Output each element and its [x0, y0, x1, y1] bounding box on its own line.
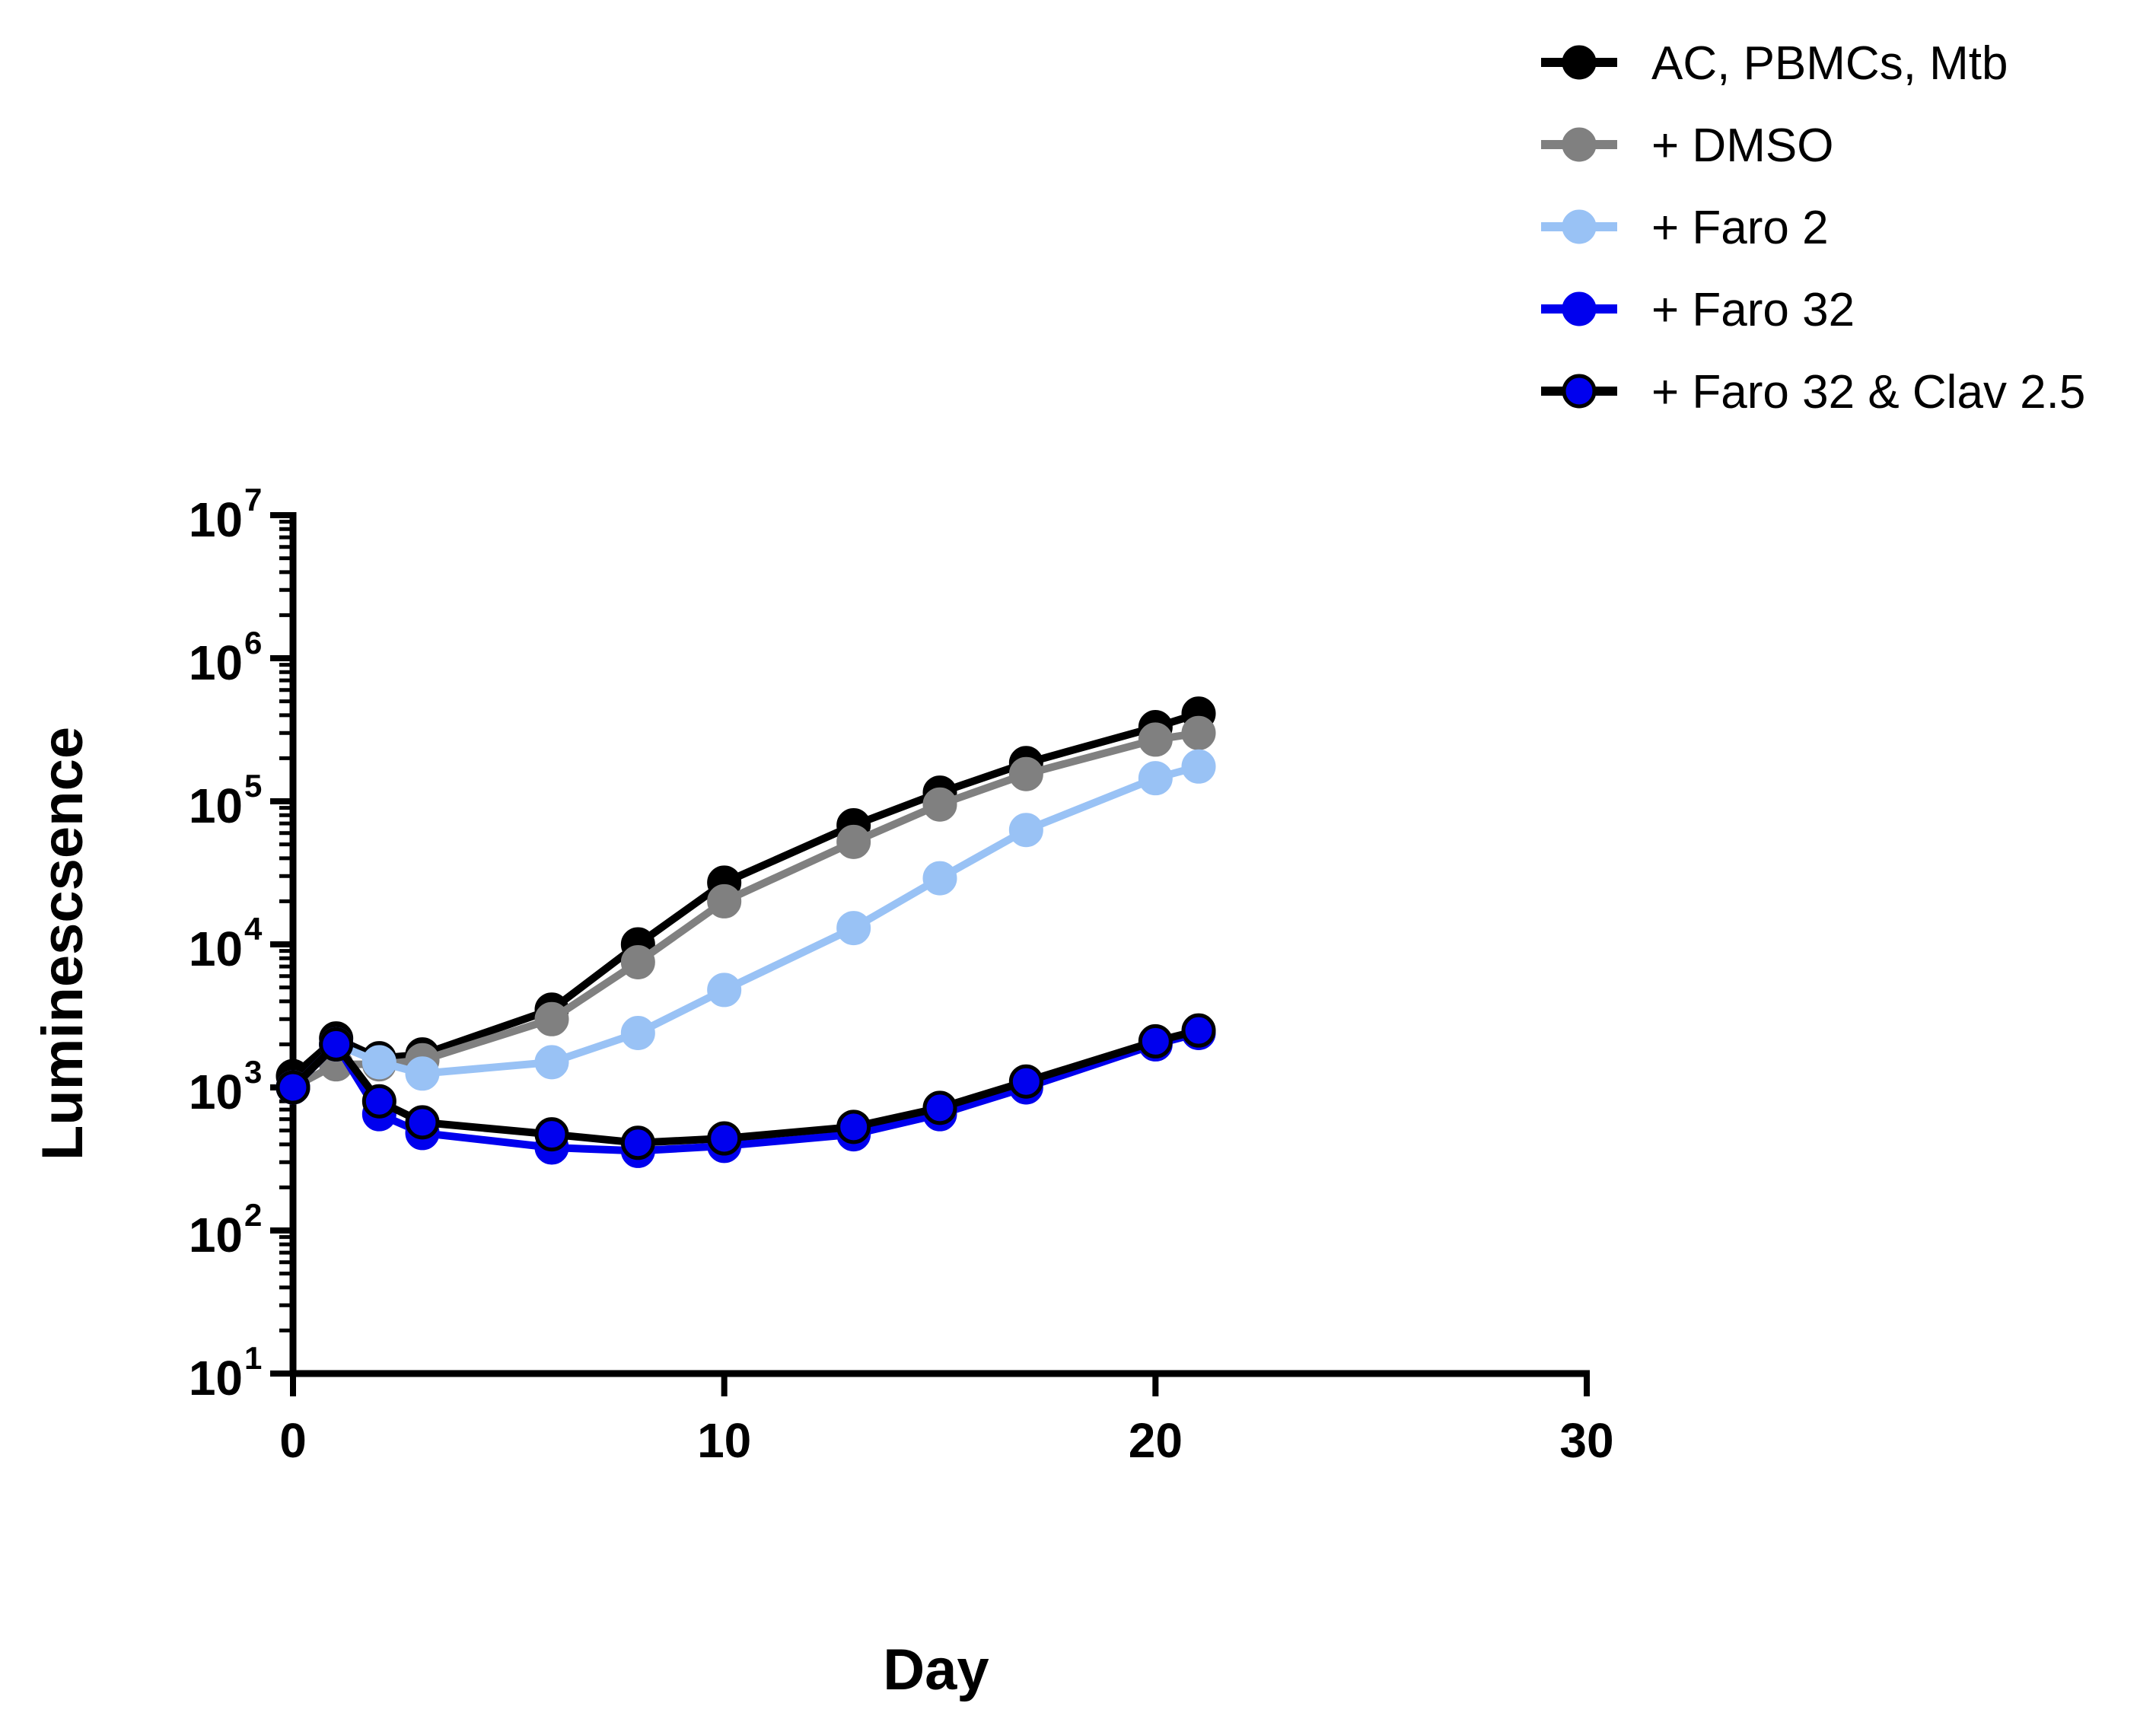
- legend-label: + Faro 2: [1651, 202, 1829, 254]
- legend-swatch-marker: [1562, 291, 1597, 326]
- data-point: [361, 1045, 396, 1080]
- data-point: [836, 1109, 871, 1144]
- legend-label: AC, PBMCs, Mtb: [1651, 37, 2008, 90]
- data-point: [836, 911, 871, 946]
- y-tick-exponent: 6: [244, 625, 262, 661]
- data-point: [620, 1125, 655, 1160]
- y-tick-exponent: 2: [244, 1197, 262, 1233]
- data-point: [707, 1121, 742, 1156]
- y-tick-label: 10: [189, 492, 243, 547]
- y-tick-base: 10: [189, 778, 243, 833]
- data-point: [707, 973, 742, 1008]
- data-point: [922, 861, 957, 896]
- legend-item: + Faro 32: [1541, 284, 1855, 336]
- series-1: [275, 715, 1216, 1105]
- y-tick-label: 10: [189, 635, 243, 690]
- series-line: [291, 729, 1199, 1091]
- y-tick-label: 10: [189, 1351, 243, 1406]
- y-tick-exponent: 5: [244, 768, 262, 804]
- data-point: [361, 1084, 396, 1119]
- data-point: [1008, 756, 1043, 791]
- legend-label: + DMSO: [1651, 119, 1833, 172]
- data-point: [534, 1117, 569, 1152]
- x-tick-label: 30: [1559, 1413, 1613, 1468]
- data-point: [534, 1001, 569, 1036]
- data-point: [620, 1016, 655, 1051]
- y-tick-base: 10: [189, 1351, 243, 1406]
- x-tick-label: 20: [1129, 1413, 1183, 1468]
- data-point: [405, 1105, 440, 1140]
- y-tick-label: 10: [189, 922, 243, 976]
- data-point: [707, 883, 742, 918]
- y-tick-label: 10: [189, 778, 243, 833]
- x-axis: 0 10 20 30: [279, 1370, 1614, 1468]
- series-layer: [275, 696, 1216, 1168]
- y-tick-base: 10: [189, 635, 243, 690]
- series-4: [275, 1013, 1216, 1160]
- data-point: [620, 944, 655, 979]
- legend-label: + Faro 32 & Clav 2.5: [1651, 366, 2085, 419]
- legend-item: AC, PBMCs, Mtb: [1541, 37, 2008, 90]
- data-point: [922, 787, 957, 822]
- legend-item: + Faro 32 & Clav 2.5: [1541, 366, 2085, 419]
- legend-swatch-marker: [1562, 374, 1597, 409]
- x-tick-label: 10: [697, 1413, 751, 1468]
- y-tick-base: 10: [189, 1065, 243, 1119]
- y-tick-exponent: 7: [244, 482, 262, 517]
- data-point: [1181, 715, 1216, 750]
- data-point: [534, 1045, 569, 1080]
- y-axis-label: Luminescsence: [30, 727, 95, 1160]
- y-tick-exponent: 3: [244, 1054, 262, 1090]
- y-tick-exponent: 4: [244, 911, 263, 947]
- y-tick-base: 10: [189, 492, 243, 547]
- data-point: [319, 1027, 354, 1062]
- data-point: [1138, 722, 1173, 757]
- x-axis-label: Day: [883, 1638, 989, 1702]
- data-point: [1138, 761, 1173, 796]
- data-point: [275, 1070, 311, 1105]
- data-point: [1181, 749, 1216, 784]
- data-point: [1138, 1023, 1173, 1059]
- data-point: [836, 824, 871, 859]
- legend-item: + Faro 2: [1541, 202, 1829, 254]
- data-point: [1181, 1013, 1216, 1048]
- y-tick-base: 10: [189, 1208, 243, 1262]
- data-point: [1008, 813, 1043, 848]
- legend-swatch-marker: [1562, 45, 1597, 80]
- y-tick-base: 10: [189, 922, 243, 976]
- y-tick-exponent: 1: [244, 1340, 262, 1376]
- x-tick-label: 0: [279, 1413, 307, 1468]
- legend-label: + Faro 32: [1651, 284, 1855, 336]
- data-point: [405, 1056, 440, 1091]
- legend: AC, PBMCs, Mtb + DMSO + Faro 2 + Faro 32 + F…: [1541, 37, 2085, 419]
- legend-swatch-marker: [1562, 209, 1597, 244]
- data-point: [922, 1090, 957, 1125]
- y-tick-label: 10: [189, 1208, 243, 1262]
- legend-swatch-marker: [1562, 127, 1597, 162]
- legend-item: + DMSO: [1541, 119, 1833, 172]
- y-tick-label: 10: [189, 1065, 243, 1119]
- data-point: [1008, 1064, 1043, 1099]
